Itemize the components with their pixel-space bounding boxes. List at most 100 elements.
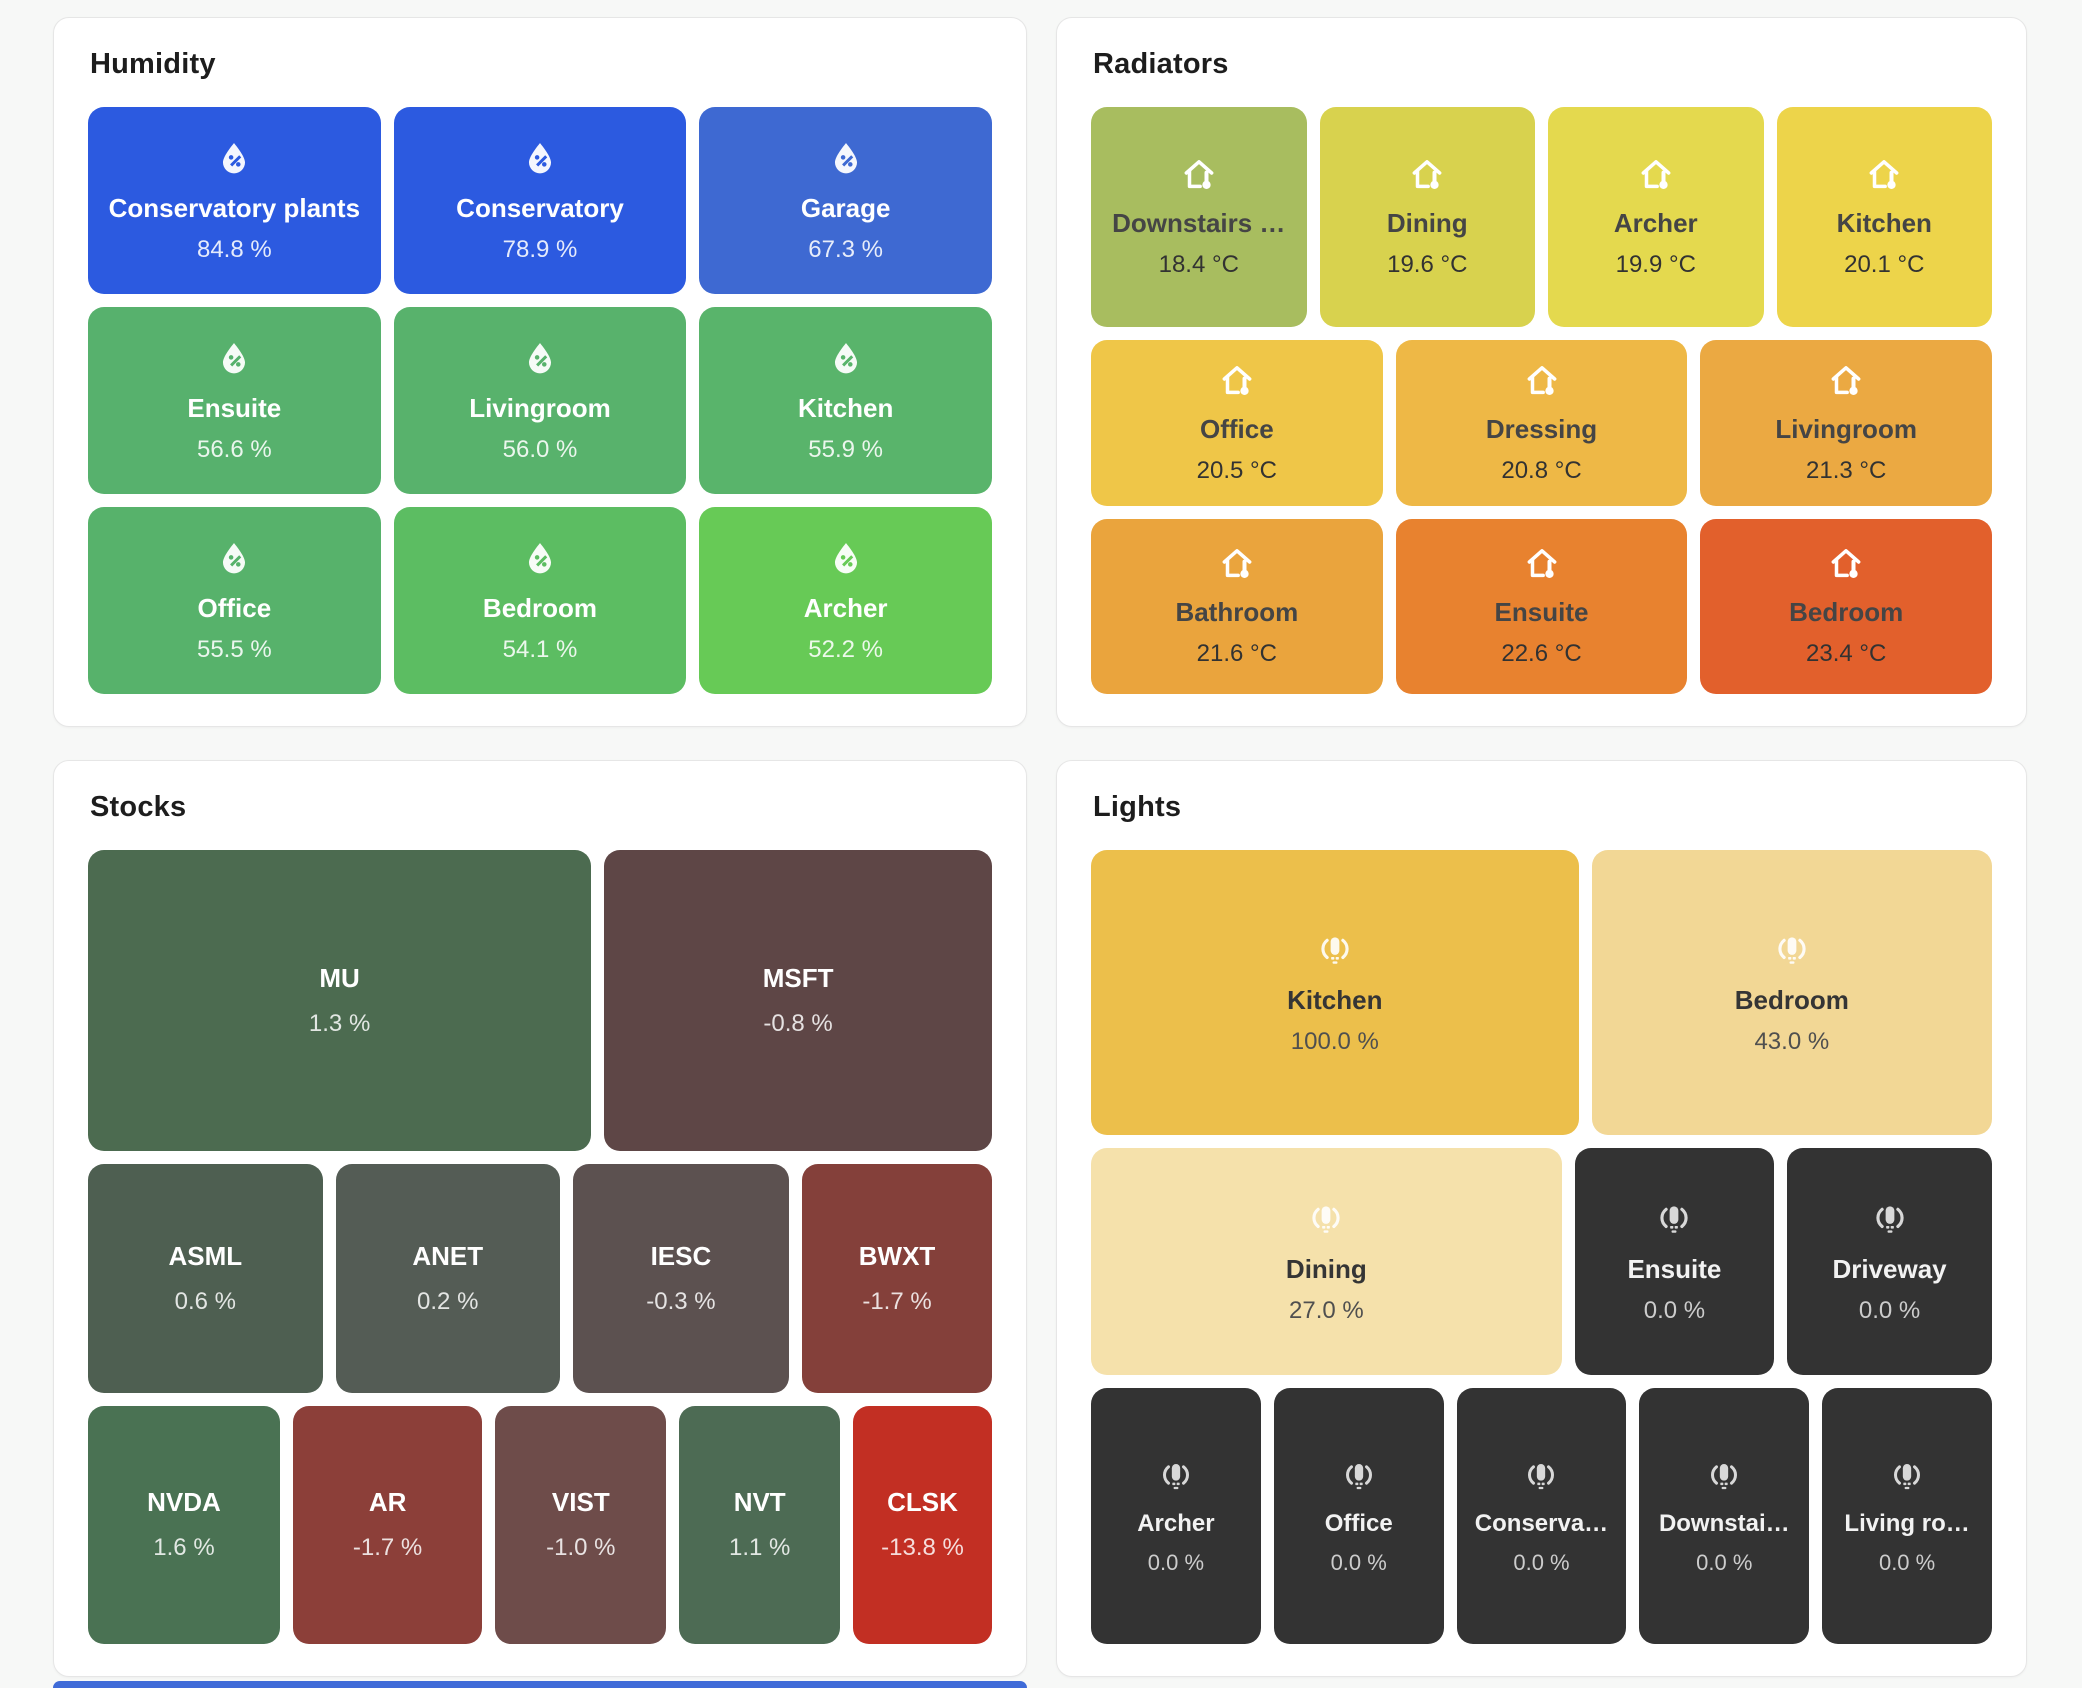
light-tile-bedroom[interactable]: Bedroom 43.0 % bbox=[1591, 850, 1992, 1136]
tile-value: 20.5 °C bbox=[1196, 457, 1277, 485]
stock-tile-vist[interactable]: VIST -1.0 % bbox=[495, 1405, 667, 1644]
radiator-tile-bedroom[interactable]: Bedroom 23.4 °C bbox=[1700, 518, 1993, 694]
stock-change: 0.6 % bbox=[174, 1287, 237, 1315]
tile-name: Dining bbox=[1285, 1253, 1367, 1284]
tile-name: Livingroom bbox=[1775, 414, 1917, 445]
humidity-tile-conservatory-plants[interactable]: Conservatory plants 84.8 % bbox=[88, 107, 381, 294]
stock-tile-ar[interactable]: AR -1.7 % bbox=[292, 1405, 483, 1644]
partially-visible-card-edge bbox=[53, 1681, 1027, 1688]
stock-tile-mu[interactable]: MU 1.3 % bbox=[88, 850, 592, 1151]
home-thermometer-icon bbox=[1179, 155, 1219, 195]
tile-value: 43.0 % bbox=[1754, 1027, 1830, 1055]
tile-value: 20.1 °C bbox=[1844, 251, 1925, 279]
humidity-tile-livingroom[interactable]: Livingroom 56.0 % bbox=[393, 307, 687, 494]
humidity-tile-grid: Conservatory plants 84.8 % Conservatory … bbox=[88, 107, 992, 694]
stock-tile-clsk[interactable]: CLSK -13.8 % bbox=[853, 1405, 992, 1644]
radiator-tile-downstairs[interactable]: Downstairs … 18.4 °C bbox=[1091, 107, 1307, 328]
light-tile-ensuite[interactable]: Ensuite 0.0 % bbox=[1574, 1148, 1775, 1375]
humidity-tile-archer[interactable]: Archer 52.2 % bbox=[699, 507, 992, 694]
tile-name: Kitchen bbox=[797, 392, 894, 423]
ceiling-light-icon bbox=[1339, 1457, 1379, 1497]
radiator-tile-office[interactable]: Office 20.5 °C bbox=[1091, 340, 1383, 506]
tile-name: Livingroom bbox=[469, 392, 611, 423]
light-tile-kitchen[interactable]: Kitchen 100.0 % bbox=[1091, 850, 1579, 1136]
light-tile-driveway[interactable]: Driveway 0.0 % bbox=[1787, 1148, 1992, 1375]
light-tile-downstairs[interactable]: Downstai… 0.0 % bbox=[1639, 1388, 1810, 1644]
stock-ticker: CLSK bbox=[887, 1487, 958, 1518]
stock-tile-nvt[interactable]: NVT 1.1 % bbox=[679, 1405, 841, 1644]
stock-tile-iesc[interactable]: IESC -0.3 % bbox=[572, 1163, 790, 1393]
radiators-row-3: Bathroom 21.6 °C Ensuite 22.6 °C Bedroom bbox=[1091, 518, 1993, 694]
water-percent-icon bbox=[213, 138, 255, 180]
tile-value: 84.8 % bbox=[196, 235, 272, 263]
tile-value: 23.4 °C bbox=[1806, 640, 1887, 668]
radiator-tile-ensuite[interactable]: Ensuite 22.6 °C bbox=[1395, 518, 1688, 694]
tile-name: Downstairs … bbox=[1112, 208, 1286, 239]
ceiling-light-icon bbox=[1156, 1457, 1196, 1497]
stock-ticker: BWXT bbox=[858, 1240, 936, 1271]
radiators-card-title: Radiators bbox=[1093, 48, 1229, 80]
tile-name: Living ro… bbox=[1844, 1509, 1970, 1537]
light-tile-archer[interactable]: Archer 0.0 % bbox=[1091, 1388, 1261, 1644]
stock-ticker: NVT bbox=[733, 1487, 786, 1518]
stock-ticker: ANET bbox=[412, 1240, 484, 1271]
tile-value: 19.9 °C bbox=[1615, 251, 1696, 279]
ceiling-light-icon bbox=[1314, 930, 1356, 972]
tile-value: 18.4 °C bbox=[1158, 251, 1239, 279]
stock-tile-msft[interactable]: MSFT -0.8 % bbox=[604, 850, 992, 1151]
humidity-tile-conservatory[interactable]: Conservatory 78.9 % bbox=[393, 107, 687, 294]
radiator-tile-dining[interactable]: Dining 19.6 °C bbox=[1319, 107, 1535, 328]
radiators-tile-grid: Downstairs … 18.4 °C Dining 19.6 °C Arch… bbox=[1091, 107, 1993, 694]
stock-change: -1.7 % bbox=[352, 1534, 423, 1562]
stock-tile-bwxt[interactable]: BWXT -1.7 % bbox=[802, 1163, 993, 1393]
tile-name: Dining bbox=[1386, 208, 1468, 239]
radiator-tile-livingroom[interactable]: Livingroom 21.3 °C bbox=[1700, 340, 1993, 506]
radiator-tile-archer[interactable]: Archer 19.9 °C bbox=[1548, 107, 1764, 328]
tile-name: Dressing bbox=[1485, 414, 1598, 445]
humidity-tile-garage[interactable]: Garage 67.3 % bbox=[699, 107, 992, 294]
tile-value: 0.0 % bbox=[1643, 1296, 1706, 1324]
humidity-tile-kitchen[interactable]: Kitchen 55.9 % bbox=[699, 307, 992, 494]
stock-change: 1.1 % bbox=[729, 1534, 791, 1562]
humidity-tile-office[interactable]: Office 55.5 % bbox=[88, 507, 381, 694]
tile-value: 0.0 % bbox=[1513, 1549, 1570, 1575]
stock-tile-asml[interactable]: ASML 0.6 % bbox=[88, 1163, 323, 1393]
ceiling-light-icon bbox=[1704, 1457, 1744, 1497]
light-tile-conservatory[interactable]: Conserva… 0.0 % bbox=[1456, 1388, 1627, 1644]
tile-name: Bedroom bbox=[1789, 597, 1904, 628]
light-tile-office[interactable]: Office 0.0 % bbox=[1273, 1388, 1444, 1644]
radiators-card: Radiators Downstairs … 18.4 °C Dining 19… bbox=[1056, 17, 2027, 727]
radiator-tile-dressing[interactable]: Dressing 20.8 °C bbox=[1395, 340, 1688, 506]
stocks-row-2: ASML 0.6 % ANET 0.2 % IESC -0.3 % BWXT -… bbox=[88, 1163, 993, 1393]
stock-tile-nvda[interactable]: NVDA 1.6 % bbox=[88, 1405, 280, 1644]
tile-name: Conservatory plants bbox=[108, 192, 361, 223]
water-percent-icon bbox=[825, 338, 867, 380]
stocks-row-1: MU 1.3 % MSFT -0.8 % bbox=[88, 850, 992, 1151]
tile-value: 67.3 % bbox=[808, 235, 884, 263]
radiator-tile-bathroom[interactable]: Bathroom 21.6 °C bbox=[1091, 518, 1383, 694]
tile-value: 0.0 % bbox=[1858, 1296, 1921, 1324]
radiator-tile-kitchen[interactable]: Kitchen 20.1 °C bbox=[1776, 107, 1992, 328]
stock-tile-anet[interactable]: ANET 0.2 % bbox=[335, 1163, 560, 1393]
stock-change: -13.8 % bbox=[881, 1534, 964, 1562]
light-tile-dining[interactable]: Dining 27.0 % bbox=[1091, 1148, 1562, 1375]
stock-ticker: ASML bbox=[168, 1240, 243, 1271]
water-percent-icon bbox=[519, 338, 561, 380]
tile-value: 19.6 °C bbox=[1387, 251, 1468, 279]
tile-name: Ensuite bbox=[187, 392, 282, 423]
water-percent-icon bbox=[825, 538, 867, 580]
light-tile-living-room[interactable]: Living ro… 0.0 % bbox=[1822, 1388, 1992, 1644]
tile-value: 0.0 % bbox=[1330, 1549, 1387, 1575]
stock-change: -1.7 % bbox=[862, 1287, 932, 1315]
humidity-tile-ensuite[interactable]: Ensuite 56.6 % bbox=[88, 307, 381, 494]
humidity-tile-bedroom[interactable]: Bedroom 54.1 % bbox=[393, 507, 687, 694]
tile-name: Bedroom bbox=[482, 592, 598, 623]
home-thermometer-icon bbox=[1826, 361, 1866, 401]
tile-value: 21.3 °C bbox=[1806, 457, 1887, 485]
home-thermometer-icon bbox=[1522, 544, 1562, 584]
stock-ticker: MU bbox=[319, 962, 360, 993]
tile-value: 0.0 % bbox=[1696, 1549, 1753, 1575]
stock-ticker: NVDA bbox=[147, 1487, 221, 1518]
home-thermometer-icon bbox=[1407, 155, 1447, 195]
